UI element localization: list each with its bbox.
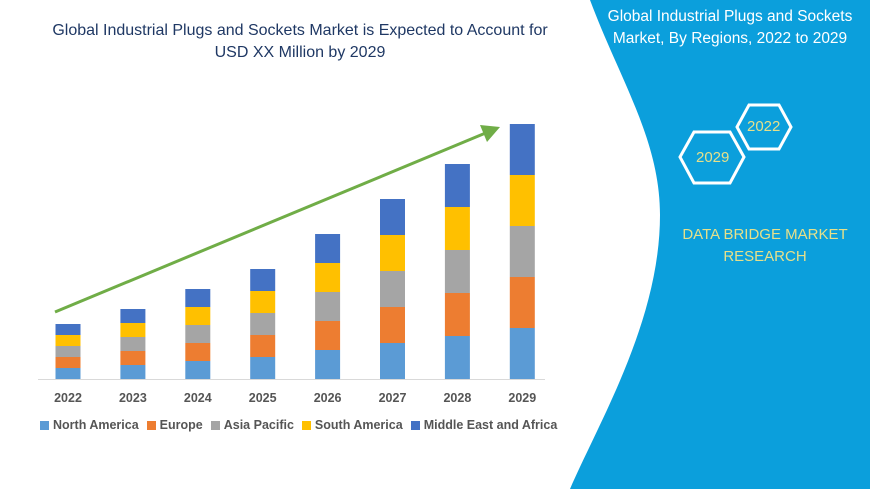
bar-segment-2025-3 <box>250 291 276 313</box>
bar-segment-2028-4 <box>444 164 470 207</box>
bar-segment-2023-3 <box>120 323 146 337</box>
legend-swatch <box>301 420 311 430</box>
hex-label-2029: 2029 <box>696 149 730 166</box>
legend-item: Asia Pacific <box>210 418 294 432</box>
bar-segment-2025-1 <box>250 335 276 357</box>
legend-item: Middle East and Africa <box>410 418 558 432</box>
x-tick-label: 2023 <box>119 391 147 405</box>
bar-segment-2028-2 <box>444 250 470 293</box>
x-tick-label: 2029 <box>508 391 536 405</box>
bar-segment-2025-4 <box>250 269 276 291</box>
x-tick-label: 2024 <box>184 391 212 405</box>
legend: North America Europe Asia Pacific South Ame… <box>40 418 557 432</box>
bar-segment-2029-0 <box>509 328 535 379</box>
x-tick-label: 2028 <box>443 391 471 405</box>
x-tick-label: 2027 <box>379 391 407 405</box>
brand-text: DATA BRIDGE MARKET RESEARCH <box>682 226 848 265</box>
bar-segment-2029-1 <box>509 277 535 328</box>
legend-label: Middle East and Africa <box>423 418 558 432</box>
hexagon-2022 <box>735 103 793 151</box>
bar-segment-2026-2 <box>315 292 341 321</box>
chart-title: Global Industrial Plugs and Sockets Mark… <box>52 22 548 61</box>
legend-label: South America <box>314 418 403 432</box>
bar-segment-2023-0 <box>120 365 146 379</box>
bar-segment-2029-4 <box>509 124 535 175</box>
bar-segment-2027-0 <box>380 343 405 379</box>
trend-arrow-head <box>480 125 500 142</box>
legend-item: South America <box>301 418 403 432</box>
bar-segment-2028-1 <box>444 293 470 336</box>
legend-swatch <box>410 420 420 430</box>
bar-segment-2024-0 <box>185 361 211 379</box>
x-tick-label: 2022 <box>54 391 82 405</box>
bar-segment-2023-2 <box>120 337 146 351</box>
bar-segment-2023-1 <box>120 351 146 365</box>
legend-label: Europe <box>159 418 203 432</box>
legend-item: Europe <box>146 418 203 432</box>
legend-swatch <box>146 420 156 430</box>
stacked-bar-chart: 2022 2023 2024 2025 2026 2027 2028 2029 <box>38 124 545 405</box>
bar-segment-2026-4 <box>315 234 341 263</box>
x-tick-label: 2025 <box>249 391 277 405</box>
bar-segment-2024-2 <box>185 325 211 343</box>
bar-segment-2022-0 <box>55 368 81 379</box>
legend-label: Asia Pacific <box>223 418 294 432</box>
bar-segment-2029-2 <box>509 226 535 277</box>
bar-segment-2023-4 <box>120 309 146 323</box>
bar-segment-2022-1 <box>55 357 81 368</box>
bar-segment-2025-0 <box>250 357 276 379</box>
bar-segment-2026-1 <box>315 321 341 350</box>
hexagon-2029 <box>678 130 746 185</box>
bar-segment-2025-2 <box>250 313 276 335</box>
bar-segment-2024-1 <box>185 343 211 361</box>
x-tick-label: 2026 <box>314 391 342 405</box>
legend-item: North America <box>40 418 139 432</box>
legend-swatch <box>40 420 49 430</box>
legend-label: North America <box>53 418 139 432</box>
bar-segment-2022-3 <box>55 335 81 346</box>
bar-segment-2028-3 <box>444 207 470 250</box>
panel-title: Global Industrial Plugs and Sockets Mark… <box>607 8 853 47</box>
bar-segment-2029-3 <box>509 175 535 226</box>
bar-segment-2026-3 <box>315 263 341 292</box>
bar-segment-2027-1 <box>380 307 405 343</box>
legend-swatch <box>210 420 220 430</box>
bar-segment-2027-3 <box>380 235 405 271</box>
bar-segment-2027-2 <box>380 271 405 307</box>
bar-segment-2022-4 <box>55 324 81 335</box>
bar-segment-2024-4 <box>185 289 211 307</box>
bar-segment-2022-2 <box>55 346 81 357</box>
bar-segment-2026-0 <box>315 350 341 379</box>
bar-segment-2027-4 <box>380 199 405 235</box>
bar-segment-2028-0 <box>444 336 470 379</box>
trend-arrow-line <box>54 130 489 314</box>
hex-label-2022: 2022 <box>747 118 781 135</box>
bar-segment-2024-3 <box>185 307 211 325</box>
